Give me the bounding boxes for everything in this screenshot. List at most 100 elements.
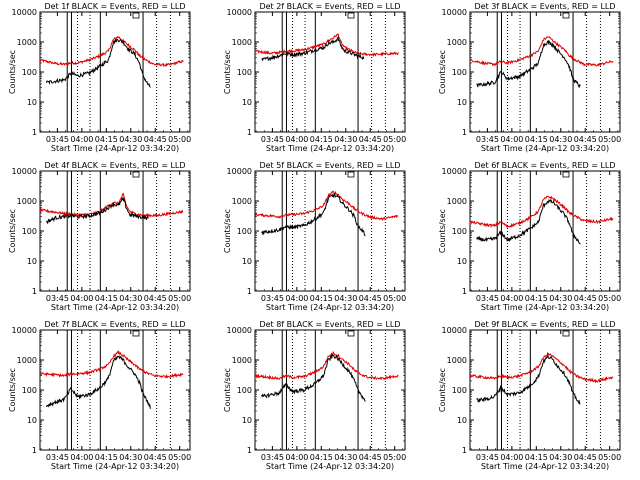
y-tick-label: 10000: [12, 167, 37, 176]
x-tick-label: 04:30: [549, 294, 572, 303]
x-axis-label: Start Time (24-Apr-12 03:34:20): [51, 303, 179, 312]
panel-5: Det 5f BLACK = Events, RED = LLD 1 10 100 10…: [223, 161, 406, 312]
y-tick-label: 10000: [12, 326, 37, 335]
plot-frame: [469, 170, 621, 292]
panel-title: Det 5f BLACK = Events, RED = LLD: [259, 161, 400, 170]
events-series-line: [476, 39, 581, 89]
y-tick-label: 100: [22, 386, 37, 395]
x-tick-label: 05:00: [598, 453, 621, 462]
x-tick-label: 05:00: [598, 294, 621, 303]
y-tick-label: 10: [242, 98, 252, 107]
y-axis-label: Counts/sec: [438, 368, 447, 412]
marker-box: [562, 330, 570, 337]
panel-title: Det 8f BLACK = Events, RED = LLD: [259, 320, 400, 329]
y-tick-label: 1000: [232, 197, 252, 206]
x-tick-label: 04:15: [525, 294, 548, 303]
x-tick-label: 04:15: [525, 453, 548, 462]
y-tick-label: 1000: [232, 38, 252, 47]
y-axis-label: Counts/sec: [438, 209, 447, 253]
plot-frame: [39, 170, 191, 292]
y-tick-label: 100: [22, 227, 37, 236]
lld-series-line: [469, 36, 614, 67]
x-tick-label: 04:45: [574, 453, 597, 462]
x-tick-label: 04:00: [70, 135, 93, 144]
y-tick-label: 1000: [447, 38, 467, 47]
y-tick-label: 100: [237, 386, 252, 395]
events-series-line: [476, 199, 581, 245]
x-tick-label: 04:45: [144, 135, 167, 144]
x-tick-label: 04:15: [95, 453, 118, 462]
x-tick-label: 04:30: [334, 453, 357, 462]
x-tick-label: 03:45: [261, 294, 284, 303]
x-tick-label: 03:45: [476, 294, 499, 303]
marker-box: [562, 12, 570, 19]
y-tick-label: 1: [247, 446, 252, 455]
x-tick-label: 04:00: [285, 294, 308, 303]
x-axis-label: Start Time (24-Apr-12 03:34:20): [481, 462, 609, 471]
y-tick-label: 100: [22, 68, 37, 77]
x-tick-label: 05:00: [168, 135, 191, 144]
lld-series-line: [39, 192, 184, 219]
lld-series-line: [39, 36, 184, 68]
events-series-line: [261, 192, 366, 237]
x-tick-label: 04:30: [549, 453, 572, 462]
x-tick-label: 04:15: [95, 294, 118, 303]
y-tick-label: 1000: [17, 38, 37, 47]
panel-7: Det 7f BLACK = Events, RED = LLD 1 10 100 10…: [8, 320, 191, 471]
y-axis-label: Counts/sec: [8, 50, 17, 94]
y-axis-label: Counts/sec: [8, 368, 17, 412]
x-tick-label: 04:00: [500, 453, 523, 462]
y-axis-label: Counts/sec: [223, 368, 232, 412]
y-axis-label: Counts/sec: [223, 209, 232, 253]
x-axis-label: Start Time (24-Apr-12 03:34:20): [51, 462, 179, 471]
events-series-line: [476, 353, 581, 405]
x-tick-label: 04:15: [525, 135, 548, 144]
panel-title: Det 1f BLACK = Events, RED = LLD: [44, 2, 185, 11]
marker-box: [562, 171, 570, 178]
panel-title: Det 6f BLACK = Events, RED = LLD: [474, 161, 615, 170]
x-tick-label: 05:00: [168, 453, 191, 462]
y-axis-label: Counts/sec: [438, 50, 447, 94]
panel-9: Det 9f BLACK = Events, RED = LLD 1 10 100 10…: [438, 320, 621, 471]
x-axis-label: Start Time (24-Apr-12 03:34:20): [266, 303, 394, 312]
x-tick-label: 03:45: [476, 135, 499, 144]
x-tick-label: 05:00: [383, 294, 406, 303]
y-tick-label: 100: [452, 386, 467, 395]
plot-frame: [254, 11, 406, 133]
y-tick-label: 100: [452, 227, 467, 236]
x-tick-label: 05:00: [383, 135, 406, 144]
panel-2: Det 2f BLACK = Events, RED = LLD 1 10 100 10…: [223, 2, 406, 153]
x-axis-label: Start Time (24-Apr-12 03:34:20): [266, 144, 394, 153]
x-tick-label: 04:15: [310, 294, 333, 303]
marker-box: [132, 330, 140, 337]
plot-frame: [39, 11, 191, 133]
x-tick-label: 03:45: [46, 294, 69, 303]
y-tick-label: 10: [242, 416, 252, 425]
y-tick-label: 1: [462, 287, 467, 296]
x-tick-label: 04:00: [500, 135, 523, 144]
y-tick-label: 10000: [227, 8, 252, 17]
x-tick-label: 04:15: [95, 135, 118, 144]
y-tick-label: 100: [237, 68, 252, 77]
y-tick-label: 10: [457, 257, 467, 266]
y-tick-label: 1: [247, 287, 252, 296]
panel-4: Det 4f BLACK = Events, RED = LLD 1 10 100 10…: [8, 161, 191, 312]
x-axis-label: Start Time (24-Apr-12 03:34:20): [481, 303, 609, 312]
lld-series-line: [254, 33, 399, 58]
x-tick-label: 03:45: [261, 453, 284, 462]
y-tick-label: 1000: [17, 197, 37, 206]
x-tick-label: 04:30: [549, 135, 572, 144]
x-tick-label: 04:45: [574, 135, 597, 144]
plot-frame: [254, 329, 406, 451]
x-tick-label: 03:45: [261, 135, 284, 144]
x-tick-label: 03:45: [46, 453, 69, 462]
events-series-line: [261, 35, 365, 62]
y-tick-label: 100: [237, 227, 252, 236]
panel-3: Det 3f BLACK = Events, RED = LLD 1 10 100 10…: [438, 2, 621, 153]
panel-title: Det 3f BLACK = Events, RED = LLD: [474, 2, 615, 11]
y-tick-label: 10: [27, 416, 37, 425]
panel-8: Det 8f BLACK = Events, RED = LLD 1 10 100 10…: [223, 320, 406, 471]
y-tick-label: 10000: [227, 167, 252, 176]
y-tick-label: 10: [457, 98, 467, 107]
